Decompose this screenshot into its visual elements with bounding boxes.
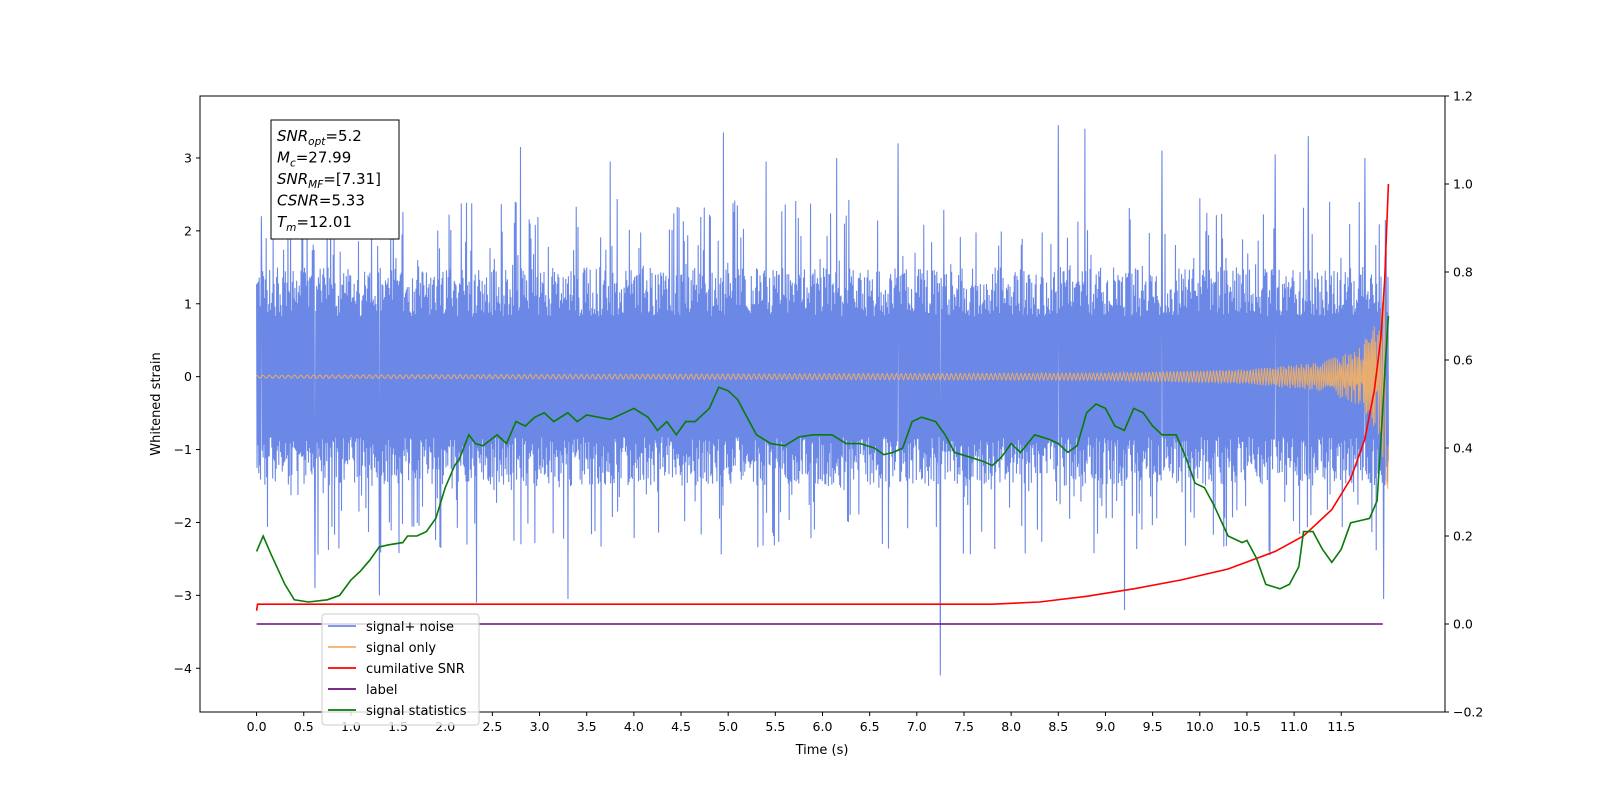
x-tick-label: 11.5 (1327, 719, 1355, 734)
y-axis-label: Whitened strain (149, 352, 164, 455)
x-tick-label: 9.5 (1143, 719, 1163, 734)
legend-item: label (328, 683, 397, 698)
x-tick-label: 5.5 (765, 719, 785, 734)
legend-label: cumilative SNR (366, 662, 465, 677)
legend: signal+ noise signal only cumilative SNR la… (321, 613, 480, 726)
info-box-line: Tm=12.01 (277, 213, 352, 234)
x-tick-label: 9.0 (1096, 719, 1116, 734)
legend-item: signal+ noise (328, 620, 454, 635)
series-signal-only-line (256, 287, 1389, 489)
y2-tick-label: −0.2 (1453, 705, 1483, 720)
y-tick-label: −1 (174, 442, 192, 457)
y2-tick-label: 0.0 (1453, 617, 1473, 632)
legend-frame (321, 613, 480, 726)
series-signal-noise-line (256, 125, 1389, 676)
info-box-line: SNRopt=5.2 (277, 127, 362, 148)
legend-label: label (366, 683, 397, 698)
legend-label: signal+ noise (366, 620, 454, 635)
y-axis-left: −4 −3 −2 −1 0 1 2 3 (174, 150, 200, 676)
y-tick-label: −3 (174, 588, 192, 603)
y-tick-label: 0 (184, 369, 192, 384)
x-tick-label: 3.0 (530, 719, 550, 734)
legend-label: signal statistics (366, 704, 467, 719)
y-tick-label: 2 (184, 223, 192, 238)
x-tick-label: 10.5 (1233, 719, 1261, 734)
y2-tick-label: 0.8 (1453, 265, 1473, 280)
x-tick-label: 8.5 (1048, 719, 1068, 734)
y2-tick-label: 0.6 (1453, 353, 1473, 368)
y-tick-label: 3 (184, 150, 192, 165)
series-signal-statistics-line (255, 315, 1390, 603)
info-box-frame (270, 119, 400, 240)
x-tick-label: 4.0 (624, 719, 644, 734)
y2-tick-label: 0.2 (1453, 529, 1473, 544)
x-tick-label: 0.5 (294, 719, 314, 734)
x-tick-label: 7.5 (954, 719, 974, 734)
y2-tick-label: 0.4 (1453, 441, 1473, 456)
y-tick-label: 1 (184, 296, 192, 311)
info-box-line: Mc=27.99 (277, 149, 351, 170)
series-cumilative-snr-line (255, 183, 1390, 611)
x-tick-label: 7.0 (907, 719, 927, 734)
y-tick-label: −4 (174, 661, 192, 676)
legend-item: signal statistics (328, 704, 467, 719)
info-box-line: SNRMF=[7.31] (277, 170, 381, 191)
x-tick-label: 4.5 (671, 719, 691, 734)
x-tick-label: 8.0 (1001, 719, 1021, 734)
y-axis-right: −0.2 0.0 0.2 0.4 0.6 0.8 1.0 1.2 (1445, 89, 1483, 720)
legend-label: signal only (366, 641, 436, 656)
y2-tick-label: 1.2 (1453, 89, 1473, 104)
y-tick-label: −2 (174, 515, 192, 530)
y2-tick-label: 1.0 (1453, 177, 1473, 192)
x-axis-label: Time (s) (795, 743, 849, 758)
x-tick-label: 11.0 (1280, 719, 1308, 734)
x-tick-label: 6.5 (860, 719, 880, 734)
legend-item: cumilative SNR (328, 662, 465, 677)
x-tick-label: 0.0 (247, 719, 267, 734)
x-tick-label: 6.0 (813, 719, 833, 734)
x-tick-label: 2.5 (482, 719, 502, 734)
x-tick-label: 3.5 (577, 719, 597, 734)
x-tick-label: 5.0 (718, 719, 738, 734)
legend-item: signal only (328, 641, 436, 656)
x-tick-label: 10.0 (1186, 719, 1214, 734)
x-axis: 0.0 0.5 1.0 1.5 2.0 2.5 3.0 3.5 4.0 4.5 5.0 5.5 6.0 6… (247, 712, 1355, 734)
info-box-line: CSNR=5.33 (277, 192, 365, 210)
